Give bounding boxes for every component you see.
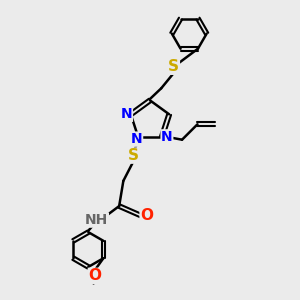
Text: O: O: [88, 268, 101, 284]
Text: N: N: [131, 132, 142, 146]
Text: N: N: [121, 107, 132, 121]
Text: S: S: [168, 59, 179, 74]
Text: S: S: [128, 148, 139, 163]
Text: NH: NH: [85, 213, 108, 227]
Text: N: N: [161, 130, 173, 144]
Text: O: O: [140, 208, 153, 224]
